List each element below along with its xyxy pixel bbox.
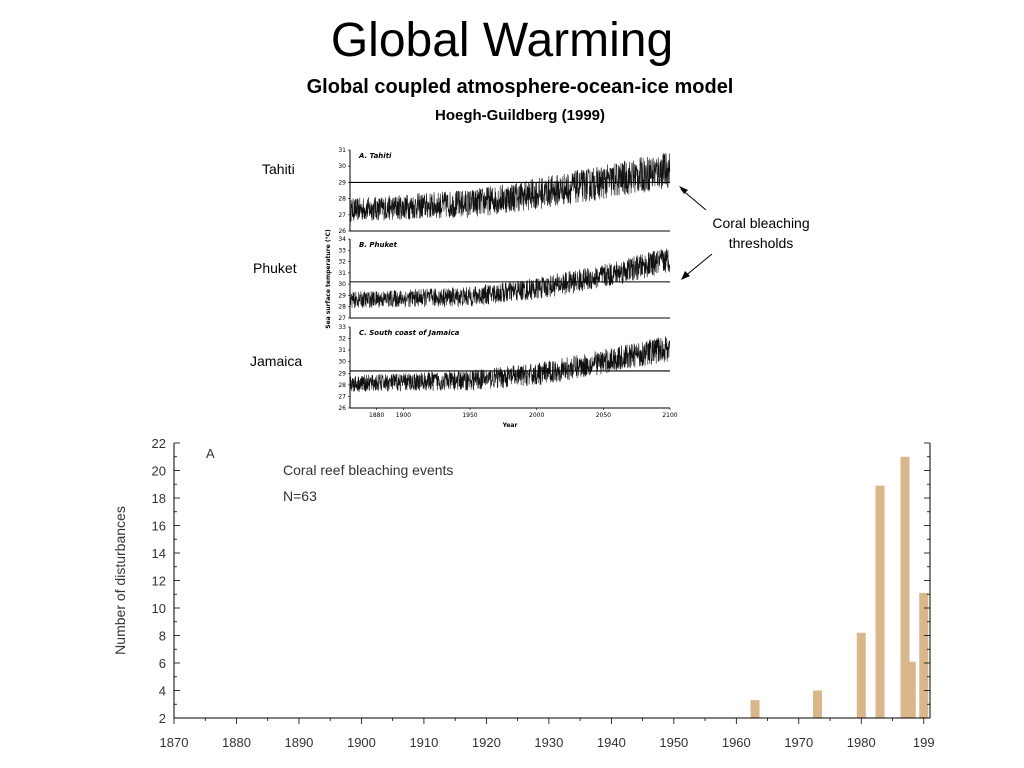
callout-line-1: Coral bleaching: [712, 215, 810, 231]
y-tick-label: 27: [338, 212, 346, 219]
y-tick-label: 29: [338, 179, 346, 186]
x-tick-label: 1960: [722, 735, 751, 750]
bleaching-events-chart: 2 4 6 8 10 12 14 16 18 20 22 1870 1880 1890 1900 1910 19…: [112, 436, 935, 750]
x-tick-label: 2100: [662, 412, 677, 419]
bleaching-bar: [906, 661, 916, 718]
y-tick-label: 26: [338, 228, 346, 235]
y-tick-label: 12: [152, 574, 166, 589]
x-tick-label: 1950: [462, 412, 477, 419]
y-tick-label: 8: [159, 629, 166, 644]
x-tick-label: 1900: [347, 735, 376, 750]
y-axis-label: Sea surface temperature (°C): [325, 229, 332, 329]
bleaching-bar: [900, 456, 910, 718]
x-tick-label: 1930: [534, 735, 563, 750]
x-tick-label: 2000: [529, 412, 544, 419]
x-axis-label: Year: [502, 422, 518, 429]
y-tick-label: 31: [338, 270, 346, 277]
slide-subtitle: Global coupled atmosphere-ocean-ice mode…: [306, 76, 734, 98]
y-tick-label: 32: [338, 259, 346, 266]
x-tick-label: 1910: [409, 735, 438, 750]
y-tick-label: 28: [338, 196, 346, 203]
callout-line-2: thresholds: [728, 235, 794, 251]
y-tick-label: 32: [338, 336, 346, 343]
y-tick-label: 33: [338, 247, 346, 254]
x-tick-label: 1870: [160, 735, 189, 750]
sst-projection-chart: 31 30 29 28 27 26 A. Tahiti 34 33 32 31 30 29 28 27 B. …: [325, 147, 678, 429]
x-tick-label: 1980: [847, 735, 876, 750]
sst-series-line: [349, 153, 671, 223]
y-tick-label: 28: [338, 304, 346, 311]
y-axis-label: Number of disturbances: [112, 506, 128, 655]
x-tick-label: 1890: [284, 735, 313, 750]
arrow-line-phuket: [683, 253, 713, 278]
y-tick-label: 34: [338, 236, 346, 243]
panel-title: C. South coast of Jamaica: [359, 329, 460, 337]
y-tick-label: 30: [338, 163, 346, 170]
y-tick-label: 10: [152, 601, 166, 616]
y-tick-label: 27: [338, 393, 346, 400]
y-tick-label: 16: [152, 519, 166, 534]
y-tick-label: 27: [338, 315, 346, 322]
y-tick-label: 2: [159, 711, 166, 726]
y-tick-label: 22: [152, 436, 166, 451]
y-tick-label: 31: [338, 347, 346, 354]
sst-panel-1: 31 30 29 28 27 26 A. Tahiti: [338, 147, 671, 235]
chart-annotation: Coral reef bleaching events: [283, 462, 453, 478]
y-tick-label: 14: [152, 546, 166, 561]
panel-title: A. Tahiti: [358, 152, 392, 160]
sst-series-line: [349, 336, 671, 392]
sst-panel-3: 33 32 31 30 29 28 27 26 C. South coast of Jamaic…: [338, 324, 671, 412]
sst-series-line: [349, 248, 671, 309]
y-tick-label: 28: [338, 382, 346, 389]
site-label-phuket: Phuket: [253, 260, 297, 276]
sst-panel-2: 34 33 32 31 30 29 28 27 B. Phuket: [338, 236, 671, 322]
y-tick-label: 29: [338, 292, 346, 299]
x-tick-label: 1880: [222, 735, 251, 750]
arrow-head-phuket: [681, 271, 690, 280]
y-tick-label: 4: [159, 684, 166, 699]
x-tick-label: 199: [913, 735, 935, 750]
callout-text: Coral bleaching thresholds: [696, 213, 826, 253]
y-tick-label: 33: [338, 324, 346, 331]
y-tick-label: 18: [152, 491, 166, 506]
x-tick-label: 2050: [596, 412, 611, 419]
x-tick-label: 1920: [472, 735, 501, 750]
x-tick-label: 1900: [396, 412, 411, 419]
y-tick-label: 6: [159, 656, 166, 671]
sample-size-label: N=63: [283, 488, 317, 504]
site-label-tahiti: Tahiti: [262, 161, 295, 177]
panel-letter: A: [206, 446, 215, 461]
x-tick-label: 1880: [369, 412, 384, 419]
callout-arrows: [679, 186, 713, 280]
y-tick-label: 30: [338, 281, 346, 288]
slide-citation: Hoegh-Guildberg (1999): [434, 107, 606, 124]
arrow-head-tahiti: [679, 186, 688, 194]
y-tick-label: 31: [338, 147, 346, 154]
x-tick-label: 1950: [659, 735, 688, 750]
y-tick-label: 29: [338, 370, 346, 377]
bleaching-bar: [875, 485, 885, 718]
x-tick-label: 1940: [597, 735, 626, 750]
y-tick-label: 20: [152, 464, 166, 479]
x-tick-label: 1970: [784, 735, 813, 750]
slide-title: Global Warming: [330, 14, 674, 67]
panel-title: B. Phuket: [359, 241, 398, 249]
bleaching-bar: [750, 700, 760, 718]
y-tick-label: 30: [338, 359, 346, 366]
bleaching-bar: [856, 632, 866, 718]
site-label-jamaica: Jamaica: [250, 353, 303, 369]
bleaching-bar: [919, 592, 929, 718]
y-tick-label: 26: [338, 405, 346, 412]
bleaching-bar: [813, 690, 823, 718]
